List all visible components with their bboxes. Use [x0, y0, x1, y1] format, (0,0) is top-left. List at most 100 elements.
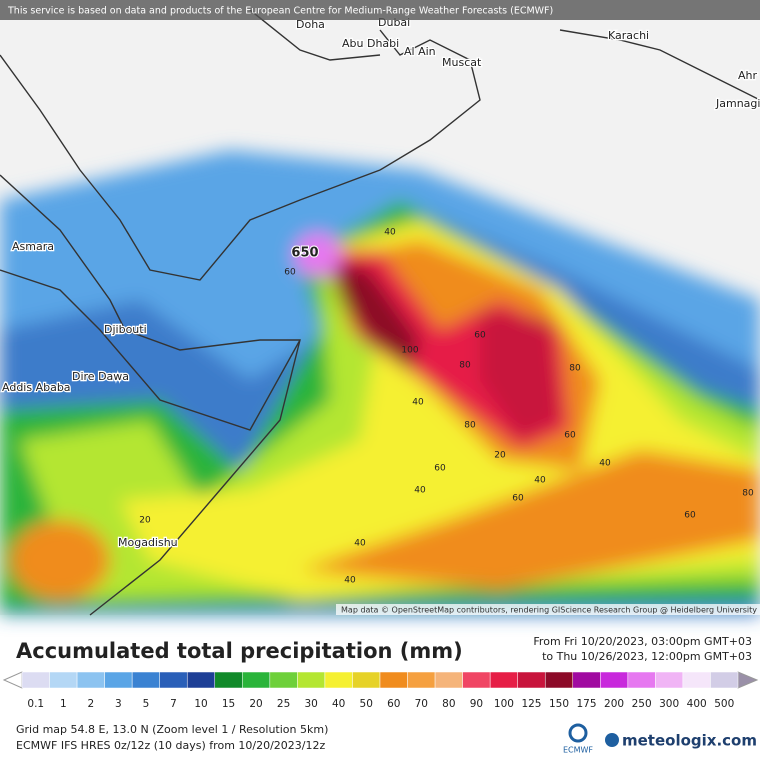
legend-label: 7 [170, 698, 177, 710]
legend-label: 30 [304, 698, 317, 710]
contour-label: 40 [534, 476, 546, 486]
contour-label: 650 [291, 246, 318, 261]
period-from: From Fri 10/20/2023, 03:00pm GMT+03 [533, 635, 752, 648]
contour-label: 80 [569, 364, 581, 374]
legend-swatch [489, 671, 518, 689]
meteologix-logo: meteologix.com [622, 732, 757, 750]
banner: This service is based on data and produc… [7, 6, 553, 17]
legend-label: 500 [714, 698, 734, 710]
contour-label: 40 [344, 576, 356, 586]
coastlines [0, 9, 760, 616]
banner-bar [0, 0, 760, 20]
legend-swatch [324, 671, 353, 689]
legend-label: 0.1 [27, 698, 44, 710]
contour-label: 40 [384, 228, 396, 238]
title: Accumulated total precipitation (mm) [16, 639, 463, 663]
legend-label: 70 [415, 698, 428, 710]
legend-label: 400 [687, 698, 707, 710]
legend-label: 200 [604, 698, 624, 710]
contour-label: 40 [599, 459, 611, 469]
legend-swatch [352, 671, 381, 689]
legend-label: 5 [143, 698, 150, 710]
legend-label: 80 [442, 698, 455, 710]
meteologix-icon [605, 733, 619, 747]
place-label: Muscat [442, 56, 482, 69]
legend-swatch [710, 671, 739, 689]
legend-label: 20 [249, 698, 262, 710]
legend-swatch [379, 671, 408, 689]
legend-swatch [627, 671, 656, 689]
legend-swatch [572, 671, 601, 689]
legend-swatch [104, 671, 133, 689]
place-label: Abu Dhabi [342, 37, 399, 50]
contour-label: 40 [414, 486, 426, 496]
place-label: Djibouti [104, 323, 147, 336]
legend: 0.1 1 2 3 5 7 10 15 20 25 30 40 50 60 70 80 90 100 125 150 1… [2, 671, 759, 710]
period-to: to Thu 10/26/2023, 12:00pm GMT+03 [542, 650, 752, 663]
contour-label: 60 [434, 464, 446, 474]
legend-label: 1 [60, 698, 67, 710]
legend-label: 60 [387, 698, 400, 710]
legend-swatch [21, 671, 50, 689]
footer-grid: Grid map 54.8 E, 13.0 N (Zoom level 1 / … [16, 723, 328, 736]
contour-label: 20 [494, 451, 506, 461]
legend-swatch [297, 671, 326, 689]
contour-label: 40 [354, 539, 366, 549]
place-label: Al Ain [404, 45, 436, 58]
legend-label: 250 [632, 698, 652, 710]
precipitation-field [0, 150, 760, 615]
legend-label: 125 [521, 698, 541, 710]
legend-swatch [434, 671, 463, 689]
contour-label: 80 [464, 421, 476, 431]
legend-label: 15 [222, 698, 235, 710]
place-label: Ahr [738, 69, 757, 82]
contour-labels: 650 40 60 80 100 60 80 40 60 40 20 40 60 80 40 60 40 20 40… [139, 228, 754, 586]
legend-swatch [462, 671, 491, 689]
legend-arrow-right [737, 671, 759, 689]
attribution-bg [336, 604, 760, 615]
place-label: Jamnagi [715, 97, 760, 110]
contour-label: 60 [512, 494, 524, 504]
legend-swatch [214, 671, 243, 689]
contour-label: 80 [742, 489, 754, 499]
legend-label: 175 [577, 698, 597, 710]
legend-swatch [159, 671, 188, 689]
legend-swatch [242, 671, 271, 689]
place-label: Doha [296, 18, 325, 31]
ecmwf-icon [568, 723, 588, 743]
legend-label: 100 [494, 698, 514, 710]
legend-label: 40 [332, 698, 345, 710]
legend-label: 10 [194, 698, 207, 710]
legend-swatch [517, 671, 546, 689]
legend-label: 300 [659, 698, 679, 710]
legend-swatch [544, 671, 574, 689]
place-label: Karachi [608, 29, 649, 42]
legend-swatch [269, 671, 298, 689]
legend-swatch [131, 671, 160, 689]
legend-label: 3 [115, 698, 122, 710]
place-label: Mogadishu [118, 536, 178, 549]
place-label: Dire Dawa [72, 370, 129, 383]
contour-label: 40 [412, 398, 424, 408]
legend-swatch [600, 671, 629, 689]
legend-label: 2 [88, 698, 95, 710]
attribution: Map data © OpenStreetMap contributors, r… [341, 606, 757, 615]
contour-label: 20 [139, 516, 151, 526]
legend-swatch [682, 671, 711, 689]
legend-swatch [655, 671, 684, 689]
contour-label: 60 [284, 268, 296, 278]
legend-label: 90 [470, 698, 483, 710]
place-label: Asmara [12, 240, 54, 253]
legend-swatch [76, 671, 105, 689]
ecmwf-logo: ECMWF [563, 746, 593, 755]
footer-model: ECMWF IFS HRES 0z/12z (10 days) from 10/… [16, 739, 326, 752]
legend-swatch [186, 671, 216, 689]
legend-label: 150 [549, 698, 569, 710]
legend-swatch [407, 671, 436, 689]
legend-label: 25 [277, 698, 290, 710]
contour-label: 100 [401, 346, 418, 356]
